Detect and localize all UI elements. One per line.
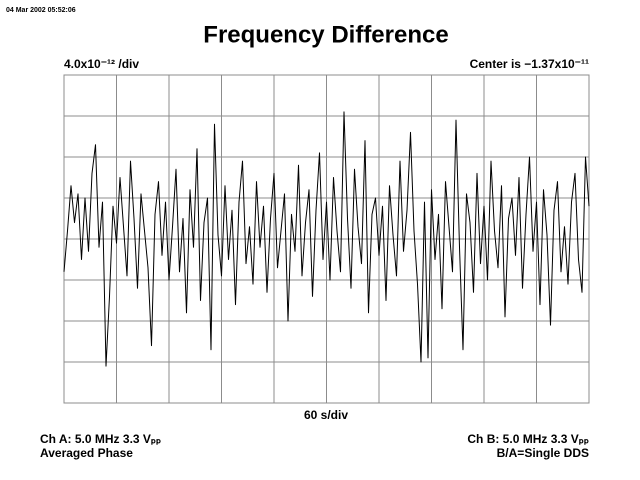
chart-title: Frequency Difference [203, 21, 448, 48]
y-scale-label: 4.0x10⁻¹² /div [64, 57, 139, 71]
channel-b-label: Ch B: 5.0 MHz 3.3 Vₚₚ [467, 432, 589, 446]
trace [63, 111, 590, 367]
center-label: Center is −1.37x10⁻¹¹ [470, 57, 589, 71]
channel-a-label: Ch A: 5.0 MHz 3.3 Vₚₚ [40, 432, 161, 446]
channel-a-mode: Averaged Phase [40, 446, 133, 460]
x-scale-label: 60 s/div [304, 408, 348, 422]
timestamp: 04 Mar 2002 05:52:06 [6, 7, 76, 14]
plot-frame [63, 74, 590, 404]
channel-b-mode: B/A=Single DDS [497, 446, 589, 460]
